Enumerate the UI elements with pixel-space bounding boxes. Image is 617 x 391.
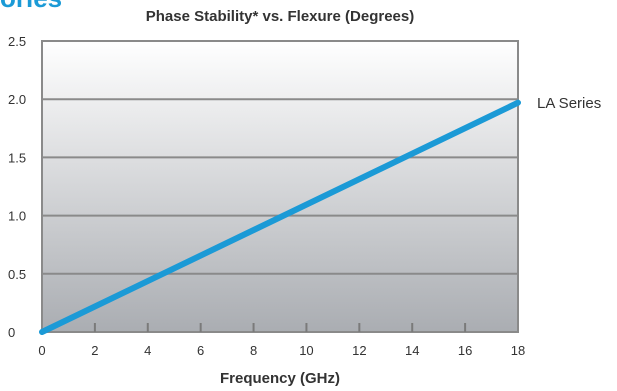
- section-heading-fragment: ories: [0, 0, 62, 14]
- y-tick-label-2.5: 2.5: [8, 34, 26, 49]
- y-tick-label-0: 0: [8, 325, 15, 340]
- y-tick-label-0.5: 0.5: [8, 267, 26, 282]
- y-tick-label-1.5: 1.5: [8, 150, 26, 165]
- y-tick-label-1.0: 1.0: [8, 209, 26, 224]
- x-tick-label-2: 2: [91, 343, 98, 358]
- legend-label-la-series: LA Series: [537, 95, 601, 112]
- x-tick-label-14: 14: [405, 343, 419, 358]
- y-tick-labels: 0 0.5 1.0 1.5 2.0 2.5: [8, 34, 26, 340]
- plot-area: [41, 40, 519, 333]
- x-tick-label-8: 8: [250, 343, 257, 358]
- y-tick-label-2.0: 2.0: [8, 92, 26, 107]
- series-line-la-series: [39, 99, 521, 335]
- x-tick-labels: 0 2 4 6 8 10 12 14 16 18: [38, 343, 525, 358]
- x-axis-label: Frequency (GHz): [220, 370, 340, 387]
- chart-title: Phase Stability* vs. Flexure (Degrees): [146, 8, 414, 25]
- x-tick-label-0: 0: [38, 343, 45, 358]
- x-tick-label-18: 18: [511, 343, 525, 358]
- x-tick-label-12: 12: [352, 343, 366, 358]
- x-tick-marks: [93, 323, 467, 332]
- x-tick-label-6: 6: [197, 343, 204, 358]
- x-tick-label-4: 4: [144, 343, 151, 358]
- series-layer: [39, 99, 521, 335]
- x-tick-label-16: 16: [458, 343, 472, 358]
- x-tick-label-10: 10: [299, 343, 313, 358]
